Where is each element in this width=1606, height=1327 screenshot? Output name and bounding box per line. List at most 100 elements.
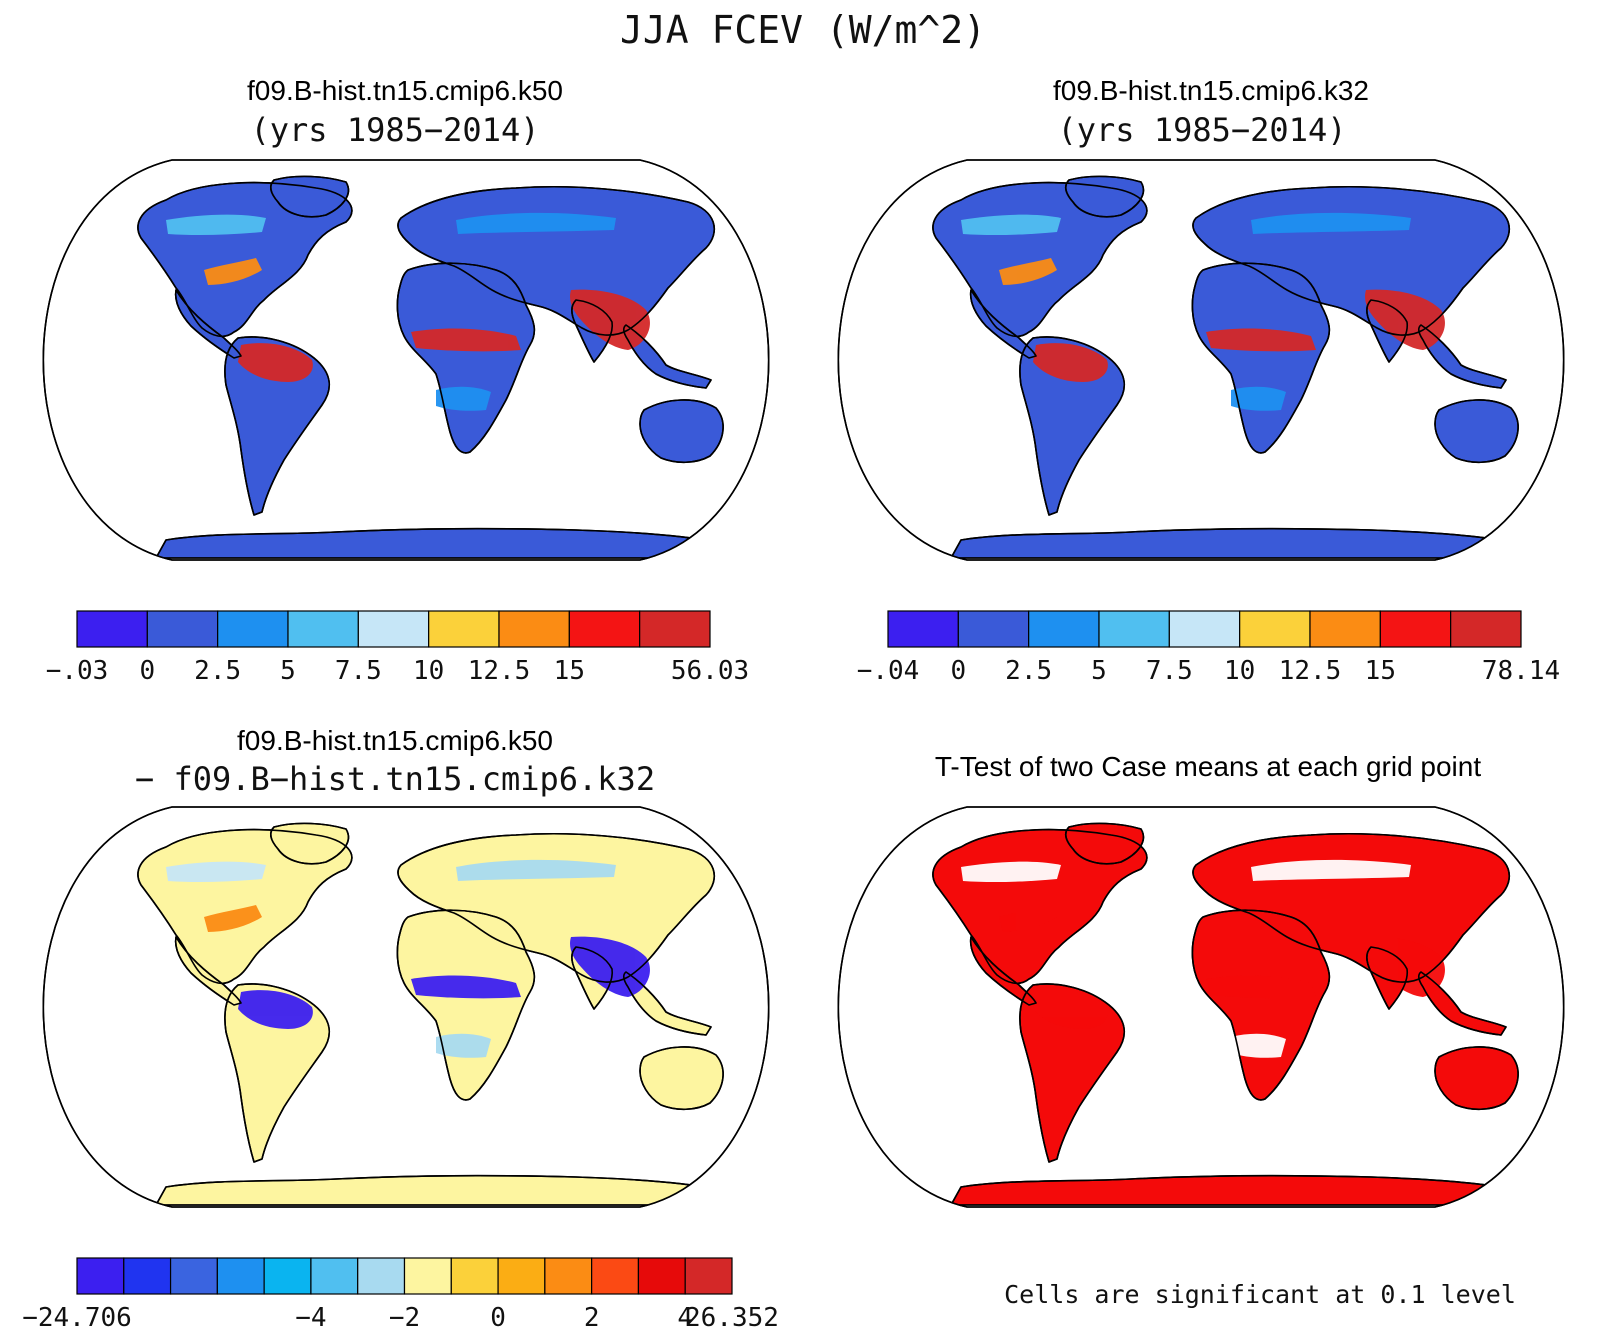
- colorbar-tick-label: 7.5: [1146, 656, 1193, 686]
- field-patch: [238, 343, 313, 382]
- colorbar-tick-label: 0: [951, 656, 967, 686]
- panel-ttest-title: T-Test of two Case means at each grid po…: [935, 751, 1481, 782]
- colorbar-cell: [498, 610, 570, 648]
- field-patch: [1206, 328, 1316, 352]
- field-patch: [166, 861, 266, 883]
- panel-diff-title: f09.B-hist.tn15.cmip6.k50: [237, 725, 553, 756]
- colorbar-cell: [1450, 610, 1522, 648]
- colorbar-diff: −24.706 −4 −2 0 2 426.352: [22, 1257, 779, 1327]
- map-ttest: [837, 806, 1565, 1208]
- colorbar-tick-label: 5: [280, 656, 296, 686]
- colorbar-cell: [684, 1257, 733, 1295]
- field-patch: [1033, 990, 1108, 1029]
- colorbar-tick-label: 0: [490, 1303, 506, 1327]
- colorbar-tick-label: 10: [413, 656, 444, 686]
- colorbar-cell: [637, 1257, 686, 1295]
- map-border: [837, 806, 1565, 1208]
- field-patch: [999, 258, 1057, 285]
- colorbar-cell: [887, 610, 959, 648]
- colorbar-tick-label: 15: [1365, 656, 1396, 686]
- colorbar-cell: [450, 1257, 499, 1295]
- colorbar-tick-label: 56.03: [671, 656, 749, 686]
- colorbar-tick-label: 12.5: [1279, 656, 1342, 686]
- colorbar-tick-label: −.04: [857, 656, 920, 686]
- colorbar-tick-label: 5: [1091, 656, 1107, 686]
- colorbar-tick-label: −24.706: [22, 1303, 132, 1327]
- colorbar-tick-label: −2: [389, 1303, 420, 1327]
- colorbar-cell: [428, 610, 500, 648]
- field-patch: [1206, 975, 1316, 999]
- field-patch: [1231, 1033, 1286, 1058]
- colorbar-cell: [591, 1257, 640, 1295]
- colorbar-cell: [76, 610, 148, 648]
- field-patch: [436, 386, 491, 411]
- field-patch: [456, 859, 616, 881]
- colorbar-tick-label: −4: [295, 1303, 326, 1327]
- colorbar-cell: [123, 1257, 172, 1295]
- colorbar-cell: [146, 610, 219, 648]
- colorbar-tick-label: 4: [677, 1303, 693, 1327]
- colorbar-cell: [216, 1257, 265, 1295]
- field-patch: [1251, 212, 1411, 234]
- field-patch: [204, 905, 262, 932]
- field-patch: [238, 990, 313, 1029]
- panel-diff: f09.B-hist.tn15.cmip6.k50 − f09.B−hist.t…: [22, 725, 779, 1327]
- colorbar-tick-label: 10: [1224, 656, 1255, 686]
- colorbar-tick-label: 2.5: [194, 656, 241, 686]
- panel-k32-subtitle: (yrs 1985−2014): [1058, 111, 1347, 149]
- colorbar-tick-label: 7.5: [335, 656, 382, 686]
- colorbar-cell: [357, 1257, 406, 1295]
- figure-title: JJA FCEV (W/m^2): [620, 8, 986, 52]
- panel-k32: f09.B-hist.tn15.cmip6.k32 (yrs 1985−2014…: [837, 75, 1565, 686]
- field-patch: [1251, 859, 1411, 881]
- field-patch: [204, 258, 262, 285]
- colorbar-cell: [1098, 610, 1170, 648]
- colorbar-tick-label: −.03: [46, 656, 109, 686]
- field-patch: [411, 975, 521, 999]
- field-patch: [961, 861, 1061, 883]
- panel-k50-title: f09.B-hist.tn15.cmip6.k50: [247, 75, 563, 106]
- field-patch: [1231, 386, 1286, 411]
- field-patch: [166, 214, 266, 236]
- colorbar-cell: [1379, 610, 1452, 648]
- colorbar-cell: [357, 610, 430, 648]
- map-k32: [837, 159, 1565, 561]
- colorbar-cell: [403, 1257, 452, 1295]
- colorbar-cell: [1028, 610, 1100, 648]
- colorbar-cell: [639, 610, 711, 648]
- panel-k50: f09.B-hist.tn15.cmip6.k50 (yrs 1985−2014…: [42, 75, 770, 686]
- colorbar-tick-label: 2.5: [1005, 656, 1052, 686]
- field-patch: [456, 212, 616, 234]
- field-patch: [1033, 343, 1108, 382]
- colorbar-cell: [1168, 610, 1241, 648]
- panel-k32-title: f09.B-hist.tn15.cmip6.k32: [1053, 75, 1369, 106]
- panel-diff-subtitle: − f09.B−hist.tn15.cmip6.k32: [135, 760, 655, 798]
- colorbar-tick-label: 12.5: [468, 656, 531, 686]
- colorbar-cell: [169, 1257, 218, 1295]
- colorbar-tick-label: 15: [554, 656, 585, 686]
- colorbar-cell: [1239, 610, 1311, 648]
- colorbar-cell: [263, 1257, 312, 1295]
- panel-ttest: T-Test of two Case means at each grid po…: [837, 751, 1565, 1309]
- colorbar-tick-label: 78.14: [1482, 656, 1560, 686]
- colorbar-cell: [544, 1257, 593, 1295]
- colorbar-k50: −.03 0 2.5 5 7.5 10 12.5 15 56.03: [46, 610, 749, 686]
- field-patch: [411, 328, 521, 352]
- colorbar-cell: [957, 610, 1030, 648]
- map-border: [837, 159, 1565, 561]
- colorbar-tick-label: 0: [140, 656, 156, 686]
- field-patch: [961, 214, 1061, 236]
- panel-k50-subtitle: (yrs 1985−2014): [251, 111, 540, 149]
- colorbar-k32: −.04 0 2.5 5 7.5 10 12.5 15 78.14: [857, 610, 1560, 686]
- field-patch: [436, 1033, 491, 1058]
- colorbar-cell: [497, 1257, 546, 1295]
- colorbar-cell: [287, 610, 359, 648]
- colorbar-cell: [568, 610, 641, 648]
- field-patch: [999, 905, 1057, 932]
- colorbar-cell: [310, 1257, 359, 1295]
- colorbar-cell: [76, 1257, 125, 1295]
- map-diff: [42, 806, 770, 1208]
- ttest-note: Cells are significant at 0.1 level: [1004, 1280, 1516, 1309]
- colorbar-cell: [217, 610, 289, 648]
